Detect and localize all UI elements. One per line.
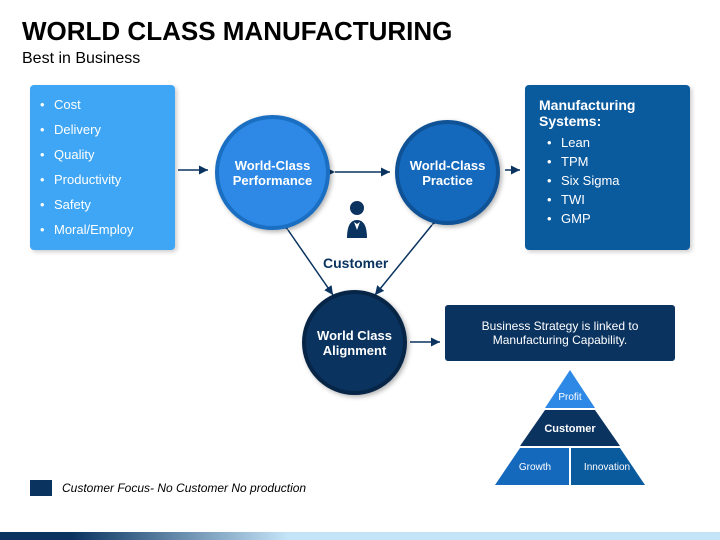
list-item: GMP: [547, 211, 676, 226]
right-panel-list: Lean TPM Six Sigma TWI GMP: [547, 135, 676, 226]
legend-color-box: [30, 480, 52, 496]
svg-text:Innovation: Innovation: [584, 462, 630, 473]
left-panel: Cost Delivery Quality Productivity Safet…: [30, 85, 175, 250]
list-item: Productivity: [40, 172, 165, 187]
right-panel: Manufacturing Systems: Lean TPM Six Sigm…: [525, 85, 690, 250]
list-item: Safety: [40, 197, 165, 212]
list-item: Cost: [40, 97, 165, 112]
right-panel-heading: Manufacturing Systems:: [539, 97, 676, 129]
strategy-box: Business Strategy is linked to Manufactu…: [445, 305, 675, 361]
list-item: Quality: [40, 147, 165, 162]
page-subtitle: Best in Business: [22, 50, 140, 68]
circle-practice: World-Class Practice: [395, 120, 500, 225]
legend: Customer Focus- No Customer No productio…: [30, 480, 306, 496]
svg-text:Profit: Profit: [558, 392, 582, 403]
footer-bar: [0, 532, 720, 540]
svg-text:Customer: Customer: [544, 423, 596, 435]
list-item: Lean: [547, 135, 676, 150]
circle-performance: World-Class Performance: [215, 115, 330, 230]
customer-label: Customer: [323, 255, 388, 271]
list-item: TWI: [547, 192, 676, 207]
person-icon: [342, 200, 372, 240]
page-title: WORLD CLASS MANUFACTURING: [22, 16, 452, 47]
pyramid-chart: Profit Customer Growth Innovation: [495, 370, 645, 485]
list-item: Delivery: [40, 122, 165, 137]
list-item: Six Sigma: [547, 173, 676, 188]
svg-text:Growth: Growth: [519, 462, 551, 473]
circle-alignment: World Class Alignment: [302, 290, 407, 395]
left-panel-list: Cost Delivery Quality Productivity Safet…: [40, 97, 165, 237]
list-item: TPM: [547, 154, 676, 169]
legend-text: Customer Focus- No Customer No productio…: [62, 481, 306, 495]
list-item: Moral/Employ: [40, 222, 165, 237]
